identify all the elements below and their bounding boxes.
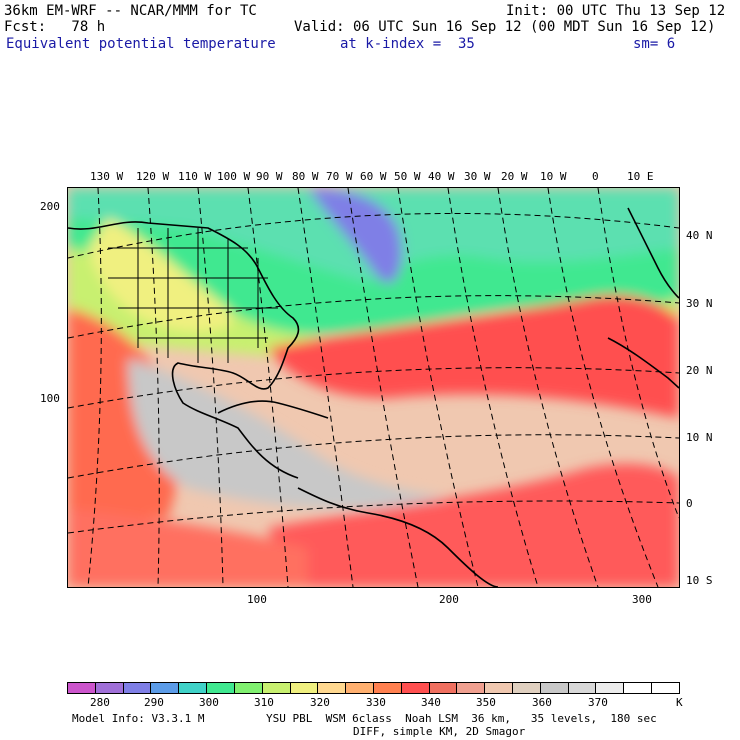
legend-swatch (568, 683, 597, 693)
grid-y-label: 200 (40, 200, 60, 213)
physics-info: YSU PBL WSM 6class Noah LSM 36 km, 35 le… (266, 712, 657, 725)
lat-label: 20 N (686, 364, 713, 377)
lon-label: 60 W (360, 170, 387, 183)
legend-label: 370 (588, 696, 608, 709)
level-index: at k-index = 35 (340, 36, 475, 52)
lon-label: 100 W (217, 170, 251, 183)
legend-label: 350 (476, 696, 496, 709)
lat-label: 0 (686, 497, 693, 510)
lon-label: 50 W (394, 170, 421, 183)
legend-swatch (457, 683, 486, 693)
model-title: 36km EM-WRF -- NCAR/MMM for TC (4, 3, 257, 19)
model-info: Model Info: V3.3.1 M (72, 712, 205, 725)
lat-label: 10 N (686, 431, 713, 444)
legend-label: 330 (366, 696, 386, 709)
legend-swatch (207, 683, 235, 693)
legend-swatch (179, 683, 208, 693)
legend-label: 340 (421, 696, 441, 709)
lon-label: 10 E (627, 170, 654, 183)
map-canvas (68, 188, 679, 587)
color-legend (67, 682, 680, 694)
theta-e-map (67, 187, 680, 588)
legend-swatch (596, 683, 625, 693)
diffusion-info: DIFF, simple KM, 2D Smagor (353, 725, 526, 738)
lon-label: 0 (592, 170, 599, 183)
grid-y-label: 100 (40, 392, 60, 405)
lon-label: 40 W (428, 170, 455, 183)
lon-label: 130 W (90, 170, 124, 183)
legend-swatch (485, 683, 513, 693)
lon-label: 70 W (326, 170, 353, 183)
grid-x-label: 300 (632, 593, 652, 606)
coastlines (68, 207, 679, 587)
lon-label: 90 W (256, 170, 283, 183)
field-name: Equivalent potential temperature (6, 36, 276, 52)
legend-swatch (318, 683, 347, 693)
lat-label: 30 N (686, 297, 713, 310)
legend-swatch (346, 683, 374, 693)
legend-swatch (373, 683, 402, 693)
legend-swatch (290, 683, 319, 693)
smoothing: sm= 6 (633, 36, 676, 52)
legend-label: 360 (532, 696, 552, 709)
legend-label: 280 (90, 696, 110, 709)
lon-label: 20 W (501, 170, 528, 183)
legend-swatch (262, 683, 291, 693)
forecast-hour: Fcst: 78 h (4, 19, 106, 35)
valid-time: Valid: 06 UTC Sun 16 Sep 12 (00 MDT Sun … (294, 19, 716, 35)
legend-unit: K (676, 696, 683, 709)
legend-swatch (540, 683, 569, 693)
legend-swatch (95, 683, 124, 693)
legend-swatch (234, 683, 263, 693)
lon-label: 110 W (178, 170, 212, 183)
legend-swatch (429, 683, 458, 693)
lon-label: 10 W (540, 170, 567, 183)
init-time: Init: 00 UTC Thu 13 Sep 12 (506, 3, 726, 19)
lon-label: 30 W (464, 170, 491, 183)
legend-label: 300 (199, 696, 219, 709)
legend-label: 310 (254, 696, 274, 709)
legend-swatch (151, 683, 180, 693)
legend-swatch (624, 683, 653, 693)
legend-swatch (68, 683, 96, 693)
grid-x-label: 200 (439, 593, 459, 606)
lat-label: 10 S (686, 574, 713, 587)
legend-swatch (401, 683, 430, 693)
graticule (68, 188, 679, 587)
lon-label: 80 W (292, 170, 319, 183)
legend-label: 290 (144, 696, 164, 709)
legend-swatch (123, 683, 152, 693)
legend-swatch (652, 683, 679, 693)
legend-label: 320 (310, 696, 330, 709)
legend-swatch (513, 683, 541, 693)
field-shading (68, 188, 679, 587)
grid-x-label: 100 (247, 593, 267, 606)
lat-label: 40 N (686, 229, 713, 242)
lon-label: 120 W (136, 170, 170, 183)
political-borders (108, 228, 278, 363)
